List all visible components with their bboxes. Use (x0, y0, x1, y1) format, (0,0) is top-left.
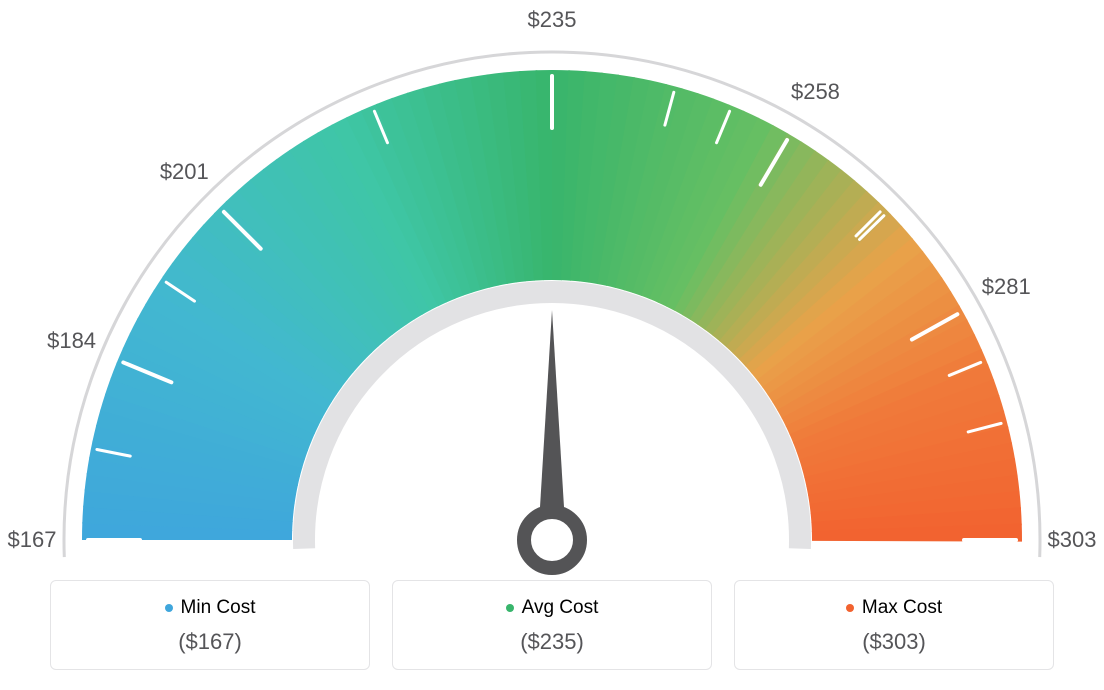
legend-card-min: Min Cost ($167) (50, 580, 370, 670)
tick-label: $281 (982, 274, 1031, 300)
legend-value: ($235) (403, 629, 701, 655)
legend-title-avg: Avg Cost (506, 597, 599, 619)
tick-label: $258 (791, 79, 840, 105)
legend-value: ($303) (745, 629, 1043, 655)
legend-card-max: Max Cost ($303) (734, 580, 1054, 670)
dot-icon (506, 604, 514, 612)
dot-icon (846, 604, 854, 612)
tick-label: $235 (528, 7, 577, 33)
legend-label: Max Cost (862, 597, 942, 619)
dot-icon (165, 604, 173, 612)
legend-row: Min Cost ($167) Avg Cost ($235) Max Cost… (0, 580, 1104, 670)
legend-label: Avg Cost (522, 597, 599, 619)
tick-label: $184 (47, 328, 96, 354)
legend-card-avg: Avg Cost ($235) (392, 580, 712, 670)
legend-label: Min Cost (181, 597, 256, 619)
legend-title-min: Min Cost (165, 597, 256, 619)
legend-title-max: Max Cost (846, 597, 942, 619)
tick-label: $167 (8, 527, 57, 553)
gauge-svg (22, 20, 1082, 580)
tick-label: $303 (1048, 527, 1097, 553)
legend-value: ($167) (61, 629, 359, 655)
tick-label: $201 (160, 159, 209, 185)
cost-gauge: $167 $184 $201 $235 $258 $281 $303 (0, 0, 1104, 560)
